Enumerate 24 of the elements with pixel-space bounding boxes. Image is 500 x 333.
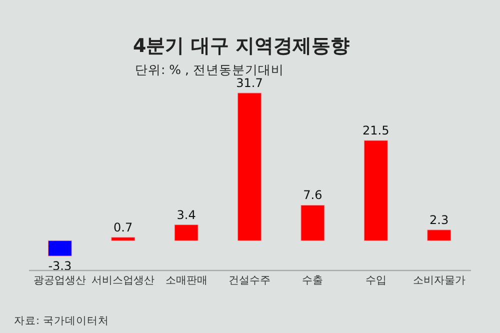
data-label: 3.4	[176, 208, 196, 222]
data-label: 31.7	[236, 76, 263, 90]
bar	[427, 230, 452, 241]
bar	[300, 204, 325, 241]
x-tick-label: 소매판매	[165, 274, 208, 286]
bar	[364, 140, 388, 241]
chart-subtitle: 단위: % , 전년동분기대비	[135, 62, 284, 77]
x-tick-label: 수출	[302, 274, 324, 286]
data-label: 0.7	[114, 220, 133, 234]
data-label: 7.6	[303, 188, 322, 202]
bar	[48, 240, 72, 256]
bar	[174, 224, 198, 241]
chart-title: 4분기 대구 지역경제동향	[133, 35, 350, 57]
bar	[238, 92, 262, 241]
data-label: 2.3	[430, 212, 449, 227]
x-tick-label: 수입	[365, 274, 386, 286]
text: 자료: 국가데이터처	[14, 315, 109, 327]
x-tick-label: 소비자물가	[412, 274, 466, 286]
x-tick-label: 건설수주	[228, 274, 271, 286]
data-label: -3.3	[48, 259, 72, 273]
x-tick-label: 서비스업생산	[92, 274, 156, 286]
bar	[111, 237, 136, 241]
x-tick-label: 광공업생산	[34, 274, 87, 286]
data-label: 21.5	[362, 124, 390, 138]
